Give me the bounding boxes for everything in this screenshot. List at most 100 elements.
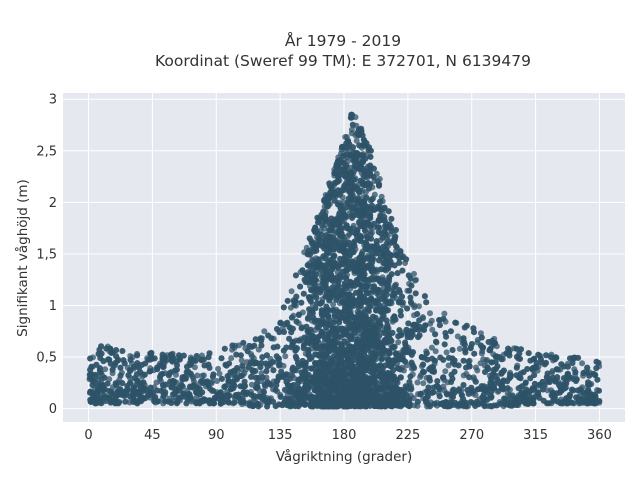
data-point [140,379,147,386]
data-point [221,345,228,352]
data-point [392,227,399,233]
data-point [579,360,586,367]
data-point [97,395,103,402]
data-point [173,371,179,378]
data-point [258,337,265,344]
data-point [312,291,319,298]
data-point [292,353,299,360]
data-point [298,325,305,332]
data-point [330,301,337,308]
data-point [411,270,417,277]
data-point [418,354,425,361]
data-point [473,364,479,371]
data-point [410,364,417,371]
data-point [297,283,304,290]
data-point [260,389,267,396]
data-point [362,283,369,290]
data-point [397,312,404,319]
data-point [357,177,364,184]
data-point [200,372,207,379]
data-point [101,374,108,381]
data-point [258,342,265,349]
data-point [216,370,223,377]
data-point [436,393,443,400]
data-point [171,378,178,385]
data-point [215,365,222,372]
data-point [282,353,289,360]
data-point [274,343,281,350]
data-point [270,398,277,405]
data-point [311,387,318,394]
data-point [480,356,487,363]
data-point [420,361,427,368]
data-point [348,130,355,137]
chart-title: År 1979 - 2019 [285,31,401,50]
data-point [117,364,124,371]
chart-subtitle: Koordinat (Sweref 99 TM): E 372701, N 61… [155,52,531,70]
data-point [593,365,600,372]
data-point [270,367,277,374]
data-point [248,381,255,388]
data-points [86,111,603,410]
data-point [180,352,187,359]
data-point [280,347,287,354]
data-point [428,344,435,351]
data-point [414,311,421,317]
data-point [349,258,356,265]
data-point [478,334,485,341]
data-point [378,193,385,200]
data-point [460,382,467,388]
data-point [329,284,336,291]
data-point [127,356,134,363]
data-point [194,372,201,379]
data-point [442,368,449,375]
data-point [343,275,350,282]
data-point [238,357,245,364]
data-point [427,310,433,317]
data-point [525,350,532,357]
data-point [580,370,587,376]
data-point [395,339,402,346]
data-point [248,373,255,380]
data-point [371,191,378,198]
data-point [454,333,461,340]
data-point [353,137,360,144]
data-point [102,366,109,373]
data-point [288,288,295,295]
data-point [406,287,413,294]
data-point [407,373,414,380]
data-point [397,308,404,314]
data-point [427,320,434,327]
data-point [388,271,395,278]
data-point [412,290,419,297]
data-point [368,229,375,236]
data-point [134,360,141,367]
data-point [441,310,448,317]
data-point [349,121,356,128]
data-point [596,387,602,394]
data-point [277,393,284,400]
data-point [226,392,233,399]
data-point [543,352,550,359]
data-point [436,317,443,324]
data-point [416,303,422,310]
data-point [393,281,399,288]
data-point [399,267,406,274]
data-point [456,345,463,352]
data-point [385,208,392,215]
data-point [513,345,520,352]
data-point [114,357,121,364]
data-point [363,240,370,247]
data-point [478,350,485,357]
data-point [466,374,473,381]
data-point [295,363,302,370]
data-point [423,299,430,306]
data-point [445,362,452,369]
data-point [243,359,250,366]
data-point [460,357,467,364]
data-point [378,266,385,273]
data-point [261,328,268,335]
data-point [293,318,300,325]
